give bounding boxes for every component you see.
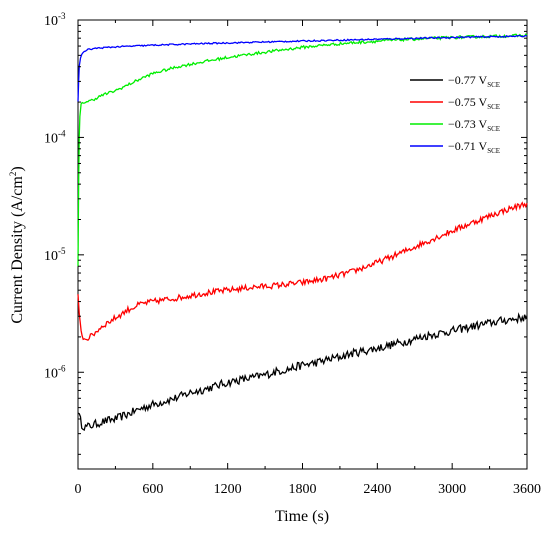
legend-label: −0.71 VSCE [448, 139, 500, 155]
x-tick-label: 3000 [438, 482, 466, 497]
plot-frame [77, 19, 528, 470]
axis-layer: 0 600 1200 1800 2400 3000 3600 10-6 10-5 10-4 10-3 [44, 11, 541, 497]
x-tick-label: 1800 [289, 482, 317, 497]
series-line [77, 34, 528, 102]
series-line [77, 201, 528, 342]
x-axis-label: Time (s) [275, 508, 329, 525]
x-tick-label: 600 [142, 482, 163, 497]
y-tick-label: 10-6 [44, 363, 66, 381]
x-tick-label: 1200 [214, 482, 242, 497]
x-tick-label: 2400 [363, 482, 391, 497]
y-tick-label: 10-5 [44, 246, 66, 264]
x-tick-label: 0 [75, 482, 82, 497]
y-tick-label: 10-3 [44, 11, 66, 29]
legend-label: −0.73 VSCE [448, 117, 500, 133]
y-axis-label: Current Density (A/cm2) [8, 166, 26, 323]
legend: −0.77 VSCE −0.75 VSCE −0.73 VSCE −0.71 VSCE [410, 73, 500, 155]
y-tick-label: 10-4 [44, 128, 66, 146]
series-layer [77, 33, 528, 431]
series-line [77, 312, 528, 431]
x-tick-label: 3600 [513, 482, 541, 497]
legend-label: −0.77 VSCE [448, 73, 500, 89]
legend-label: −0.75 VSCE [448, 95, 500, 111]
